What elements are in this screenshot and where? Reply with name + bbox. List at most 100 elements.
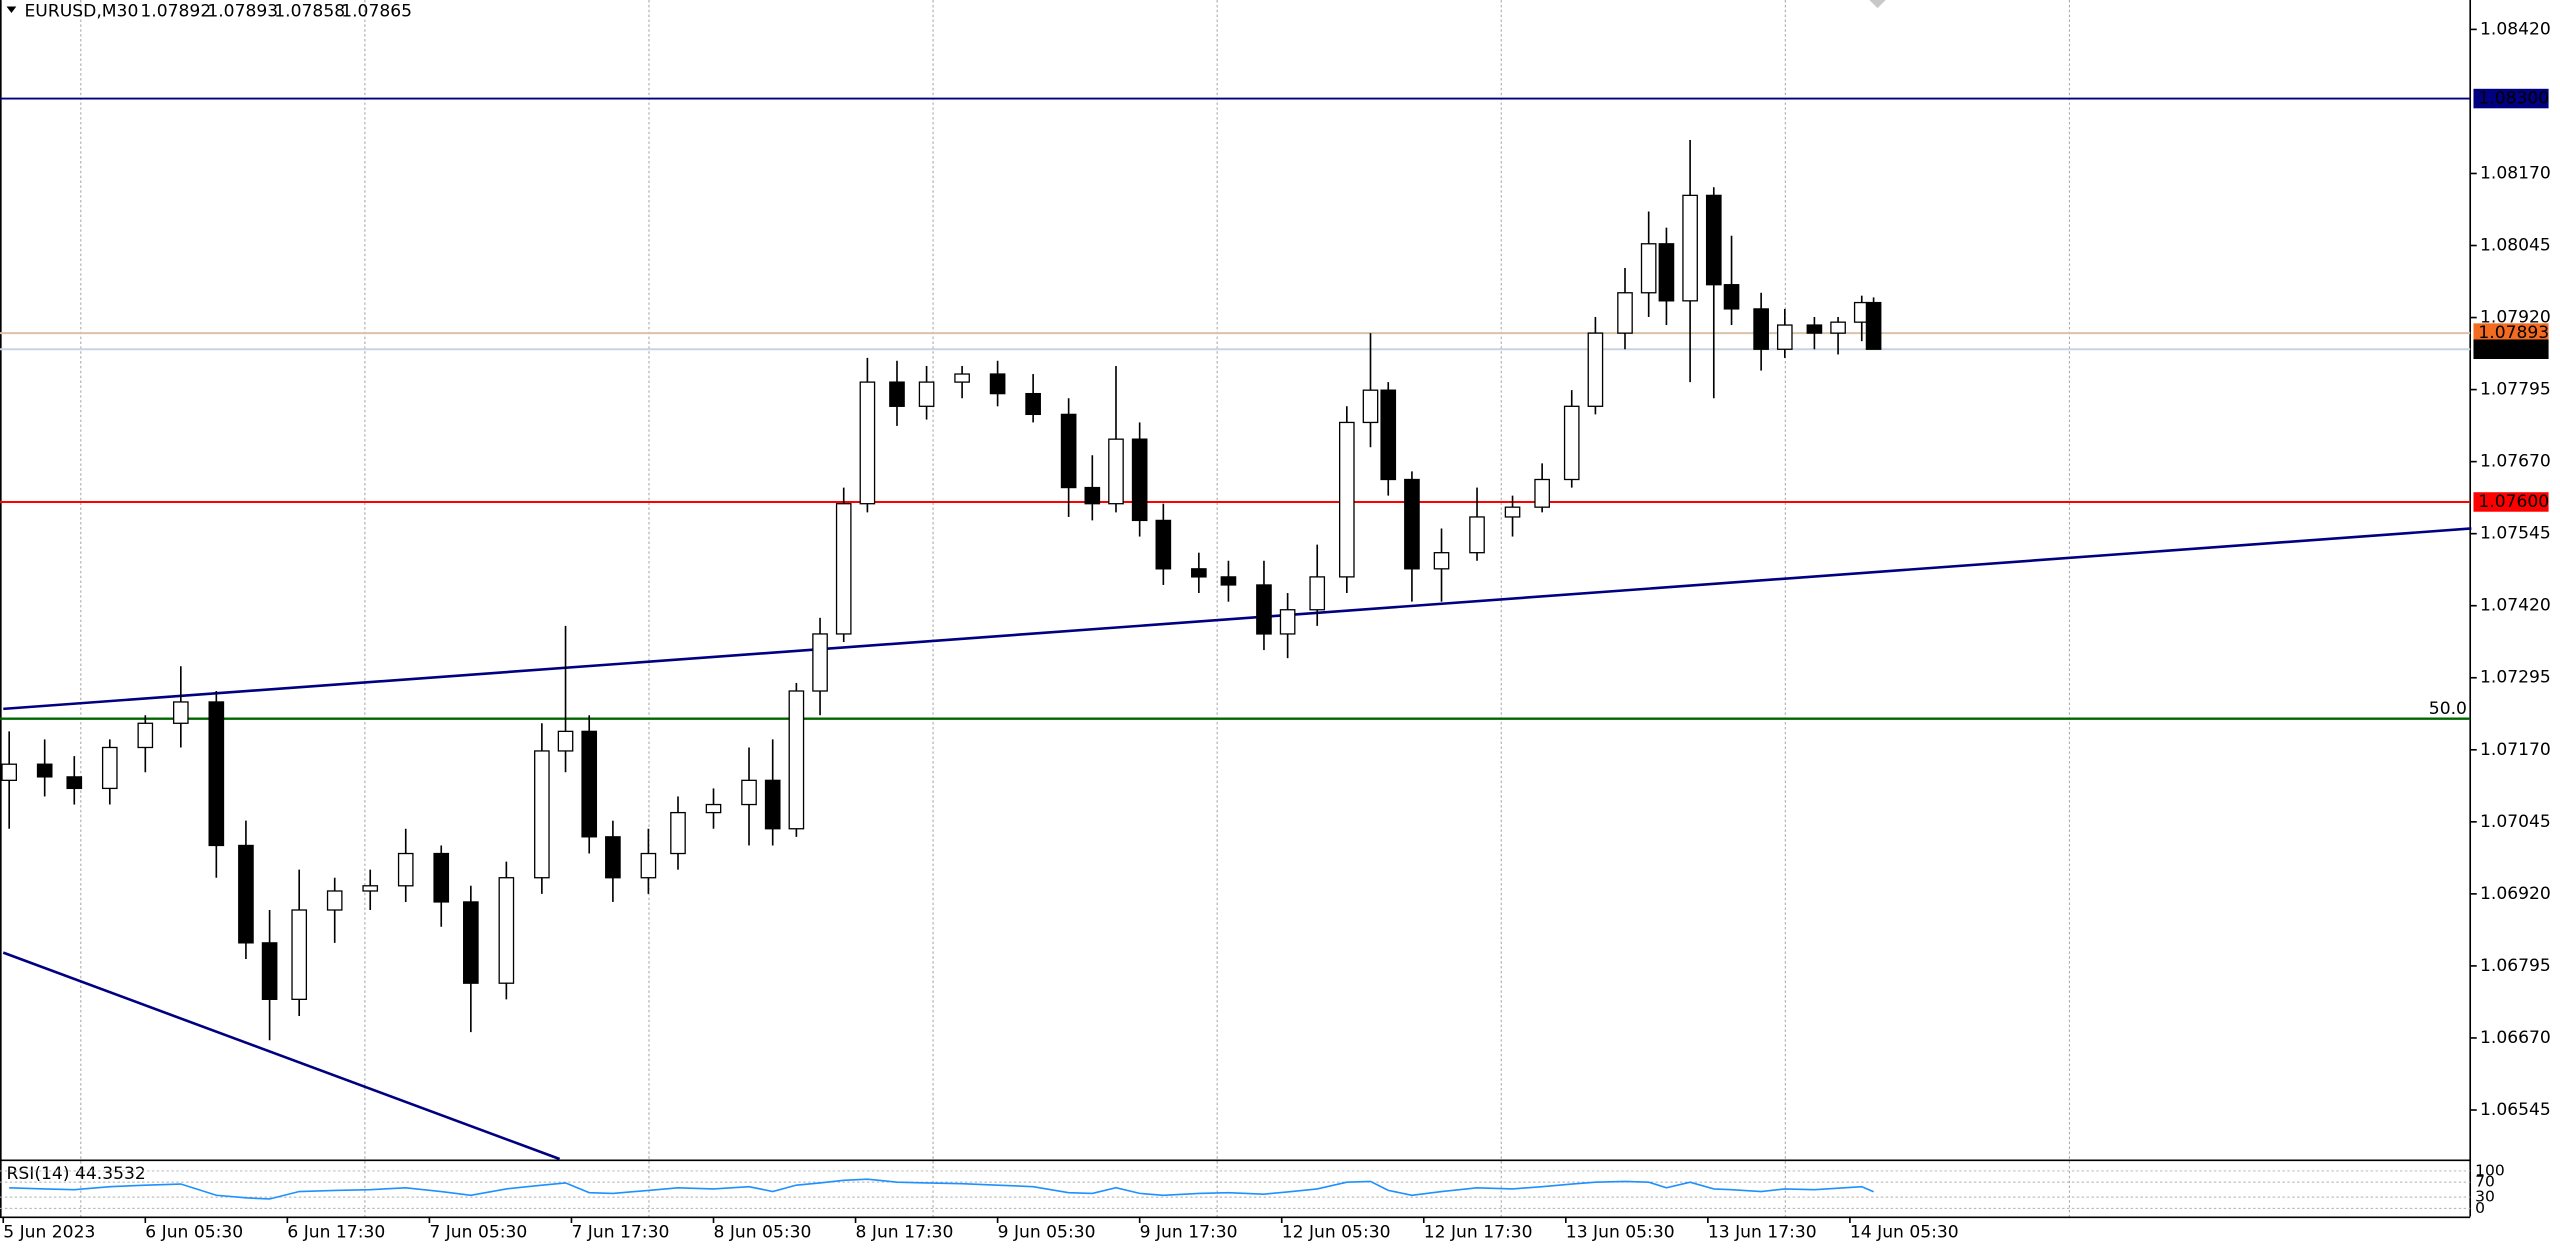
candle-body <box>172 701 189 724</box>
candle-body <box>670 811 686 855</box>
y-tick-label: 1.08045 <box>2480 236 2551 256</box>
trendline <box>2 951 561 1161</box>
candle-body <box>1 763 17 781</box>
y-tick-label: 1.07295 <box>2480 668 2551 688</box>
y-tick-label: 1.06795 <box>2480 956 2551 976</box>
candle-body <box>1279 609 1296 635</box>
rsi-tick-label: 70 <box>2475 1173 2495 1191</box>
candle-body <box>741 779 757 806</box>
y-tick-label: 1.06670 <box>2480 1028 2551 1048</box>
candle-body <box>1309 576 1326 611</box>
rsi-tick-label: 100 <box>2475 1161 2505 1179</box>
candle-body <box>261 942 278 1000</box>
x-tick-label: 7 Jun 17:30 <box>571 1223 669 1243</box>
symbol-menu-arrow[interactable] <box>6 6 17 14</box>
x-tick-label: 14 Jun 05:30 <box>1850 1223 1959 1243</box>
rsi-tick-label: 0 <box>2475 1199 2485 1217</box>
candle-body <box>1617 292 1633 334</box>
candle-body <box>291 909 308 1000</box>
candle-body <box>1108 438 1124 505</box>
y-tick-label: 1.06920 <box>2480 884 2551 904</box>
x-tick-label: 7 Jun 05:30 <box>429 1223 527 1243</box>
ohlc-close: 1.07865 <box>341 1 412 21</box>
candle-body <box>1404 478 1420 570</box>
candle-body <box>1563 405 1580 481</box>
y-tick-label: 1.07170 <box>2480 740 2551 760</box>
candle-body <box>1084 486 1101 505</box>
ohlc-high: 1.07893 <box>207 1 278 21</box>
candle-body <box>137 722 154 749</box>
candle-body <box>835 503 852 635</box>
x-tick-label: 6 Jun 05:30 <box>145 1223 243 1243</box>
y-tick-label: 1.07795 <box>2480 380 2551 400</box>
candle-body <box>36 763 53 778</box>
candle-body <box>788 690 805 830</box>
level-price-label: 1.07893 <box>2478 323 2549 343</box>
candle-body <box>1433 552 1450 570</box>
candle-body <box>1865 301 1882 350</box>
x-tick-label: 13 Jun 17:30 <box>1708 1223 1817 1243</box>
candle-body <box>989 373 1006 395</box>
candle-body <box>1191 568 1207 578</box>
candle-body <box>1380 389 1397 481</box>
x-tick-label: 8 Jun 17:30 <box>856 1223 954 1243</box>
candle-body <box>918 381 935 407</box>
y-tick-label: 1.07045 <box>2480 812 2551 832</box>
candle-body <box>1658 243 1675 302</box>
rsi-title: RSI(14) 44.3532 <box>7 1164 146 1184</box>
candle-body <box>1640 243 1657 294</box>
candle-body <box>1776 324 1793 350</box>
level-price-label: 1.07865 <box>2478 339 2549 359</box>
candle-body <box>1504 506 1521 518</box>
y-tick-label: 1.07545 <box>2480 524 2551 544</box>
level-price-tag <box>2473 339 2549 360</box>
chart-shift-marker <box>1869 0 1886 9</box>
x-tick-label: 12 Jun 05:30 <box>1282 1223 1391 1243</box>
candle-body <box>764 779 781 830</box>
candle-body <box>1256 584 1272 635</box>
y-tick-label: 1.06545 <box>2480 1100 2551 1120</box>
level-price-tag <box>2473 88 2549 109</box>
candle-body <box>534 750 550 879</box>
trendline <box>3 527 2472 711</box>
y-tick-label: 1.07420 <box>2480 596 2551 616</box>
candle-body <box>705 803 722 814</box>
candle-body <box>326 890 343 911</box>
rsi-line <box>9 1178 1874 1200</box>
candle-body <box>640 852 657 879</box>
level-price-label: 1.07600 <box>2478 492 2549 512</box>
candle-body <box>1025 392 1041 416</box>
candle-body <box>954 373 970 383</box>
candle-body <box>1705 194 1722 286</box>
candle-body <box>1131 438 1148 522</box>
candle-body <box>1806 324 1823 334</box>
candle-body <box>1723 284 1740 310</box>
candle-body <box>1155 519 1172 570</box>
candle-body <box>1338 421 1355 578</box>
y-tick-label: 1.08170 <box>2480 163 2551 183</box>
candle-body <box>889 381 905 407</box>
candle-body <box>397 852 414 887</box>
candle-body <box>1060 413 1077 489</box>
candle-body <box>362 885 379 892</box>
candle-body <box>1220 576 1237 586</box>
rsi-tick-label: 30 <box>2475 1188 2495 1206</box>
x-tick-label: 12 Jun 17:30 <box>1424 1223 1533 1243</box>
candle-body <box>1534 478 1550 508</box>
y-tick-label: 1.07920 <box>2480 308 2551 328</box>
candle-body <box>859 381 876 505</box>
candle-body <box>605 836 621 879</box>
level-price-tag <box>2473 492 2549 512</box>
candle-body <box>581 730 598 838</box>
candle-body <box>1753 308 1769 350</box>
candle-body <box>1469 516 1485 554</box>
y-tick-label: 1.07670 <box>2480 452 2551 472</box>
candle-body <box>1682 194 1698 302</box>
x-tick-label: 9 Jun 05:30 <box>998 1223 1096 1243</box>
candle-body <box>1587 332 1604 407</box>
candle-body <box>498 877 515 984</box>
level-price-label: 1.08300 <box>2478 89 2549 109</box>
y-tick-label: 1.08420 <box>2480 19 2551 39</box>
